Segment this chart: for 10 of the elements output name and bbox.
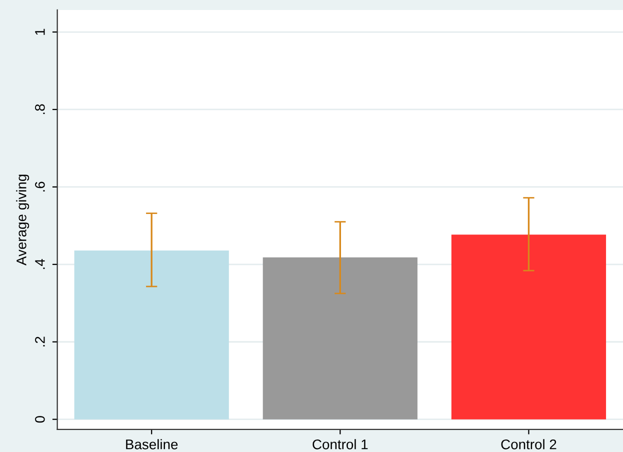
y-tick-label: 1 (35, 28, 45, 35)
y-tick-label: 0 (35, 416, 45, 423)
y-tick-label: .4 (35, 259, 45, 269)
x-tick-label: Control 1 (312, 439, 368, 450)
x-tick-label: Control 2 (501, 439, 556, 450)
y-tick-label: .6 (35, 182, 45, 192)
y-tick-label: .8 (35, 104, 45, 114)
y-tick-label: .2 (35, 336, 45, 346)
y-axis-title: Average giving (16, 174, 30, 266)
x-tick-label: Baseline (126, 439, 178, 450)
